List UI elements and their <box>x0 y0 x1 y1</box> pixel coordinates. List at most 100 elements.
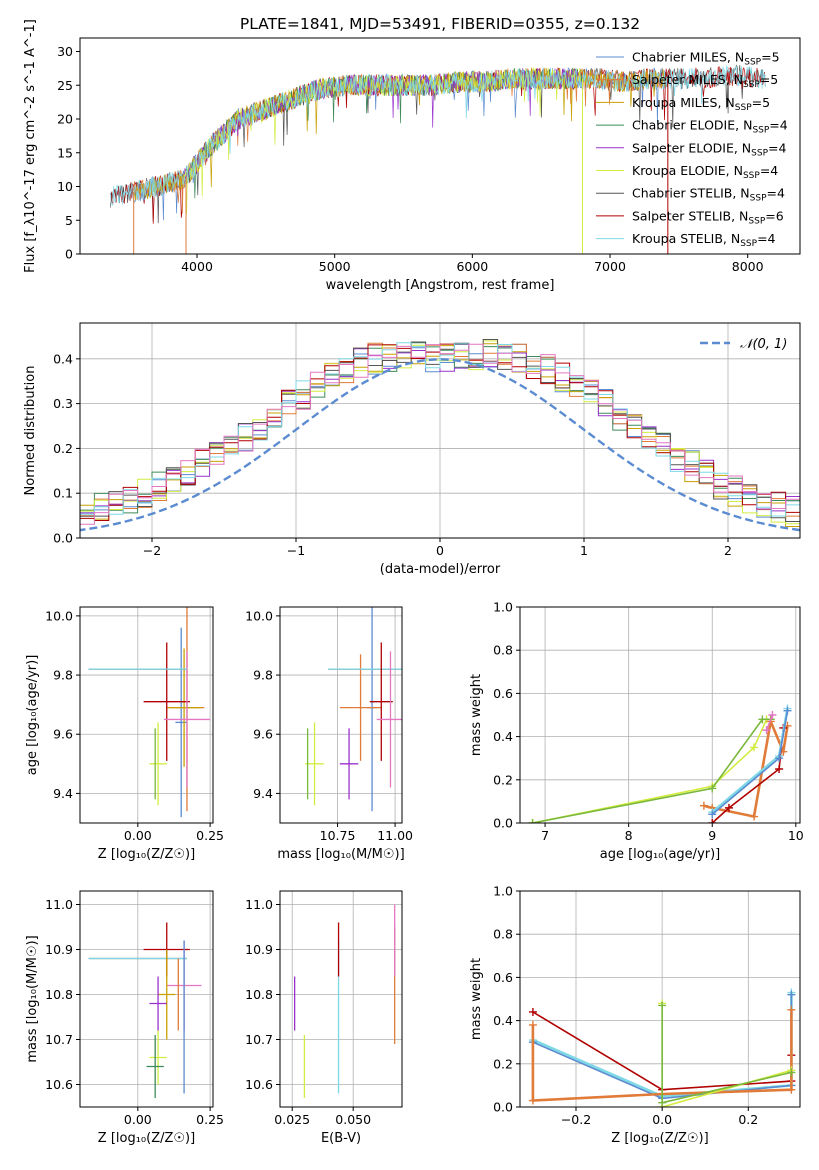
x-axis-label: E(B-V) <box>321 1131 361 1146</box>
y-tick-label: 1.0 <box>493 884 513 899</box>
x-axis-label: wavelength [Angstrom, rest frame] <box>326 278 555 293</box>
spectrum-legend: Chabrier MILES, NSSP=5 Salpeter MILES, NS… <box>596 50 788 249</box>
axes-frame <box>79 37 801 255</box>
legend-label: Chabrier ELODIE, NSSP=4 <box>632 118 788 136</box>
y-tick-label: 0.6 <box>493 970 513 985</box>
mass-weight-marker <box>775 754 784 763</box>
mass-weight-marker <box>775 765 784 773</box>
mass-weight-marker <box>750 743 759 752</box>
y-tick-label: 9.4 <box>253 786 273 801</box>
errorbar-point <box>158 949 176 1040</box>
x-axis-label: Z [log₁₀(Z/Z☉)] <box>611 1131 708 1146</box>
legend-label: Chabrier STELIB, NSSP=4 <box>632 186 785 204</box>
mass-weight-line <box>532 718 768 823</box>
errorbar-point <box>369 642 393 761</box>
histogram-pink <box>80 343 800 529</box>
panel-5: 0.00 0.25 10.6 10.7 10.8 10.9 11.0 Z [log₁₀(Z/Z… <box>25 890 224 1146</box>
plot-area-5 <box>88 922 202 1098</box>
x-tick-label: 0.0 <box>652 1112 672 1127</box>
y-tick-label: 0.2 <box>493 772 513 787</box>
errorbar-point <box>339 728 359 800</box>
errorbar-point <box>149 722 167 806</box>
mass-weight-marker <box>528 1020 537 1029</box>
y-axis-label: Flux [f_λ10^-17 erg cm^-2 s^-1 A^-1] <box>23 19 38 273</box>
x-tick-label: 8 <box>625 828 633 843</box>
x-tick-label: 6000 <box>456 259 488 274</box>
legend-label: 𝒩(0, 1) <box>740 337 787 352</box>
errorbar-point <box>149 976 167 1031</box>
y-tick-label: 0.4 <box>493 1013 513 1028</box>
y-tick-label: 10.9 <box>245 942 273 957</box>
errorbar-point <box>376 651 402 788</box>
y-axis-label: mass weight <box>469 674 484 756</box>
y-tick-label: 0.3 <box>53 396 73 411</box>
x-tick-label: −2 <box>143 543 161 558</box>
x-axis-label: mass [log₁₀(M/M☉)] <box>277 847 404 862</box>
y-tick-label: 0.8 <box>493 927 513 942</box>
y-tick-label: 1.0 <box>493 600 513 615</box>
errorbar-point <box>146 1035 164 1098</box>
y-tick-label: 10 <box>57 179 73 194</box>
mass-weight-marker <box>658 1098 667 1107</box>
y-tick-label: 10.8 <box>245 987 273 1002</box>
x-tick-label: 0.25 <box>196 1112 224 1127</box>
x-tick-label: 11.00 <box>377 828 413 843</box>
errorbar-point <box>175 627 187 818</box>
x-tick-label: 0.25 <box>196 828 224 843</box>
mass-weight-line <box>703 716 789 819</box>
panel-7: −0.2 0.0 0.2 0.0 0.2 0.4 0.6 0.8 1.0 Z [log₁₀(Z/Z… <box>469 884 801 1146</box>
mass-weight-marker <box>768 711 777 719</box>
errorbar-point <box>149 1030 167 1085</box>
plot-area-1 <box>80 339 800 534</box>
y-tick-label: 0 <box>65 247 73 262</box>
errorbar-point <box>305 722 324 806</box>
legend-label: Kroupa STELIB, NSSP=4 <box>632 231 776 249</box>
y-tick-label: 10.8 <box>45 987 73 1002</box>
x-tick-label: 0 <box>436 543 444 558</box>
plot-area-0 <box>109 64 766 254</box>
y-tick-label: 0.0 <box>493 1100 513 1115</box>
y-axis-label: mass weight <box>469 958 484 1040</box>
x-axis-label: (data-model)/error <box>380 562 501 577</box>
y-tick-label: 9.4 <box>53 786 73 801</box>
x-tick-label: −1 <box>287 543 305 558</box>
mass-weight-marker <box>528 819 537 823</box>
y-tick-label: 10.0 <box>45 608 73 623</box>
x-tick-label: 0.025 <box>274 1112 310 1127</box>
y-tick-label: 15 <box>57 145 73 160</box>
y-axis-label: age [log₁₀(age/yr)] <box>25 655 40 776</box>
plot-area-3 <box>305 607 402 812</box>
legend-label: Salpeter ELODIE, NSSP=4 <box>632 140 787 158</box>
y-tick-label: 10.7 <box>45 1032 73 1047</box>
mass-weight-marker <box>750 812 759 821</box>
panel-3: 10.75 11.00 9.4 9.6 9.8 10.0 mass [log₁₀(M/M☉)… <box>245 606 413 862</box>
x-tick-label: 10 <box>788 828 804 843</box>
mass-weight-marker <box>787 1068 796 1077</box>
plot-area-6 <box>293 904 396 1098</box>
y-tick-label: 10.6 <box>45 1077 73 1092</box>
mass-weight-marker <box>762 726 771 735</box>
axes-frame <box>519 606 801 824</box>
axes-frame <box>79 606 214 824</box>
x-axis-label: age [log₁₀(age/yr)] <box>600 847 721 862</box>
x-tick-label: 4000 <box>181 259 213 274</box>
y-tick-label: 9.8 <box>253 668 273 683</box>
y-tick-label: 9.8 <box>53 668 73 683</box>
y-tick-label: 25 <box>57 78 73 93</box>
mass-weight-marker <box>783 706 792 715</box>
y-tick-label: 10.0 <box>245 608 273 623</box>
y-tick-label: 0.2 <box>493 1056 513 1071</box>
x-tick-label: 0.00 <box>124 1112 152 1127</box>
mass-weight-marker <box>528 1096 537 1105</box>
x-tick-label: 0.00 <box>124 828 152 843</box>
axes-frame <box>279 890 403 1108</box>
errorbar-point <box>163 651 211 788</box>
y-tick-label: 0.6 <box>493 686 513 701</box>
mass-weight-marker <box>787 990 796 999</box>
y-tick-label: 10.6 <box>245 1077 273 1092</box>
errorbar-point <box>339 654 382 761</box>
chart-panels: 4000 5000 6000 7000 8000051015202530waveleng… <box>23 19 804 1146</box>
y-tick-label: 9.6 <box>53 727 73 742</box>
x-tick-label: −0.2 <box>561 1112 591 1127</box>
figure-title: PLATE=1841, MJD=53491, FIBERID=0355, z=0… <box>240 15 640 33</box>
